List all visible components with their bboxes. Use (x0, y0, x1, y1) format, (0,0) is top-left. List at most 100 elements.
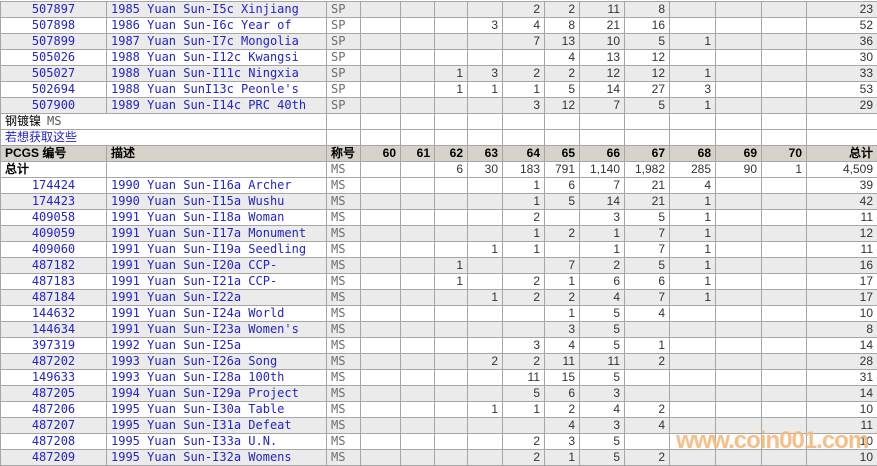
description-link[interactable]: 1995 Yuan Sun-I32a Womens (106, 449, 327, 466)
table-row: 487208 1995 Yuan Sun-I33a U.N. MS 2 3 5 10 (0, 433, 877, 450)
grade-cell-65: 2 (544, 225, 580, 242)
grade-total-cell-68: 285 (669, 161, 716, 178)
table-row: 505026 1988 Yuan Sun-I12c Kwangsi SP 4 13 12 3… (0, 49, 877, 66)
pcgs-number-link[interactable]: 507900 (0, 97, 107, 114)
pcgs-number-link[interactable]: 487207 (0, 417, 107, 434)
description-link[interactable]: 1988 Yuan Sun-I12c Kwangsi (106, 49, 327, 66)
column-header-grade-62: 62 (434, 145, 468, 162)
designation-cell: MS (326, 177, 361, 194)
description-link[interactable]: 1991 Yuan Sun-I23a Women's (106, 321, 327, 338)
table-row: 144632 1991 Yuan Sun-I24a World MS 1 5 4 10 (0, 305, 877, 322)
total-cell: 14 (806, 337, 877, 354)
grade-cell-66: 4 (579, 289, 625, 306)
grade-cell-62 (434, 305, 468, 322)
total-cell: 10 (806, 449, 877, 466)
grade-cell-68: 1 (669, 193, 716, 210)
pcgs-number-link[interactable]: 487208 (0, 433, 107, 450)
description-link[interactable]: 1995 Yuan Sun-I31a Defeat (106, 417, 327, 434)
pcgs-number-link[interactable]: 174423 (0, 193, 107, 210)
pcgs-number-link[interactable]: 144632 (0, 305, 107, 322)
pcgs-number-link[interactable]: 487182 (0, 257, 107, 274)
grade-cell-65: 1 (544, 305, 580, 322)
obtain-these-link[interactable]: 若想获取这些 (0, 129, 327, 146)
description-link[interactable]: 1986 Yuan Sun-I6c Year of (106, 17, 327, 34)
pcgs-number-link[interactable]: 487209 (0, 449, 107, 466)
total-cell: 11 (806, 417, 877, 434)
grade-cell-68: 1 (669, 241, 716, 258)
pcgs-number-link[interactable]: 144634 (0, 321, 107, 338)
grade-cell-61 (400, 49, 435, 66)
grade-cell-65: 1 (544, 273, 580, 290)
grade-cell-65: 5 (544, 193, 580, 210)
column-header-designation: 称号 (326, 145, 361, 162)
description-link[interactable]: 1992 Yuan Sun-I25a (106, 337, 327, 354)
pcgs-number-link[interactable]: 487183 (0, 273, 107, 290)
grade-cell-60 (360, 1, 401, 18)
grade-cell-64: 2 (502, 273, 545, 290)
pcgs-number-link[interactable]: 487205 (0, 385, 107, 402)
description-link[interactable]: 1995 Yuan Sun-I33a U.N. (106, 433, 327, 450)
empty-cell (502, 113, 545, 130)
pcgs-number-link[interactable]: 507898 (0, 17, 107, 34)
pcgs-number-link[interactable]: 409058 (0, 209, 107, 226)
pcgs-number-link[interactable]: 149633 (0, 369, 107, 386)
grade-total-cell-66: 1,140 (579, 161, 625, 178)
description-link[interactable]: 1988 Yuan SunI13c Peonle's (106, 81, 327, 98)
description-link[interactable]: 1991 Yuan Sun-I19a Seedling (106, 241, 327, 258)
description-link[interactable]: 1995 Yuan Sun-I30a Table (106, 401, 327, 418)
description-link[interactable]: 1990 Yuan Sun-I16a Archer (106, 177, 327, 194)
description-link[interactable]: 1991 Yuan Sun-I21a CCP- (106, 273, 327, 290)
grade-cell-68 (669, 449, 716, 466)
pcgs-number-link[interactable]: 505027 (0, 65, 107, 82)
grade-cell-70 (761, 193, 807, 210)
pcgs-number-link[interactable]: 174424 (0, 177, 107, 194)
description-link[interactable]: 1990 Yuan Sun-I15a Wushu (106, 193, 327, 210)
description-link[interactable]: 1991 Yuan Sun-I18a Woman (106, 209, 327, 226)
grade-cell-69 (715, 337, 762, 354)
grade-cell-62 (434, 353, 468, 370)
empty-cell (106, 161, 327, 178)
description-link[interactable]: 1987 Yuan Sun-I7c Mongolia (106, 33, 327, 50)
pcgs-number-link[interactable]: 397319 (0, 337, 107, 354)
grade-cell-65 (544, 241, 580, 258)
pcgs-number-link[interactable]: 487202 (0, 353, 107, 370)
empty-cell (806, 113, 877, 130)
total-cell: 11 (806, 209, 877, 226)
description-link[interactable]: 1989 Yuan Sun-I14c PRC 40th (106, 97, 327, 114)
description-link[interactable]: 1991 Yuan Sun-I22a (106, 289, 327, 306)
designation-cell: MS (326, 305, 361, 322)
pcgs-number-link[interactable]: 487184 (0, 289, 107, 306)
grade-cell-66: 2 (579, 257, 625, 274)
designation-cell: MS (326, 337, 361, 354)
description-link[interactable]: 1994 Yuan Sun-I29a Project (106, 385, 327, 402)
grade-cell-61 (400, 17, 435, 34)
total-cell: 10 (806, 401, 877, 418)
description-link[interactable]: 1991 Yuan Sun-I20a CCP- (106, 257, 327, 274)
description-link[interactable]: 1991 Yuan Sun-I24a World (106, 305, 327, 322)
table-row: 397319 1992 Yuan Sun-I25a MS 3 4 5 1 14 (0, 337, 877, 354)
grade-total-cell-60 (360, 161, 401, 178)
designation-cell: MS (326, 433, 361, 450)
grade-total-cell-61 (400, 161, 435, 178)
grade-cell-61 (400, 209, 435, 226)
total-cell: 17 (806, 273, 877, 290)
description-link[interactable]: 1991 Yuan Sun-I17a Monument (106, 225, 327, 242)
description-link[interactable]: 1993 Yuan Sun-I26a Song (106, 353, 327, 370)
pcgs-number-link[interactable]: 507899 (0, 33, 107, 50)
description-link[interactable]: 1988 Yuan Sun-I11c Ningxia (106, 65, 327, 82)
pcgs-number-link[interactable]: 507897 (0, 1, 107, 18)
pcgs-number-link[interactable]: 502694 (0, 81, 107, 98)
grade-cell-62 (434, 17, 468, 34)
pcgs-number-link[interactable]: 409060 (0, 241, 107, 258)
grade-cell-66: 3 (579, 385, 625, 402)
description-link[interactable]: 1993 Yuan Sun-I28a 100th (106, 369, 327, 386)
total-cell: 10 (806, 305, 877, 322)
empty-cell (624, 113, 670, 130)
table-row: 487183 1991 Yuan Sun-I21a CCP- MS 1 2 1 6 6 1 17 (0, 273, 877, 290)
description-link[interactable]: 1985 Yuan Sun-I5c Xinjiang (106, 1, 327, 18)
pcgs-number-link[interactable]: 409059 (0, 225, 107, 242)
grade-cell-63 (467, 385, 503, 402)
grade-cell-62: 1 (434, 257, 468, 274)
pcgs-number-link[interactable]: 487206 (0, 401, 107, 418)
pcgs-number-link[interactable]: 505026 (0, 49, 107, 66)
